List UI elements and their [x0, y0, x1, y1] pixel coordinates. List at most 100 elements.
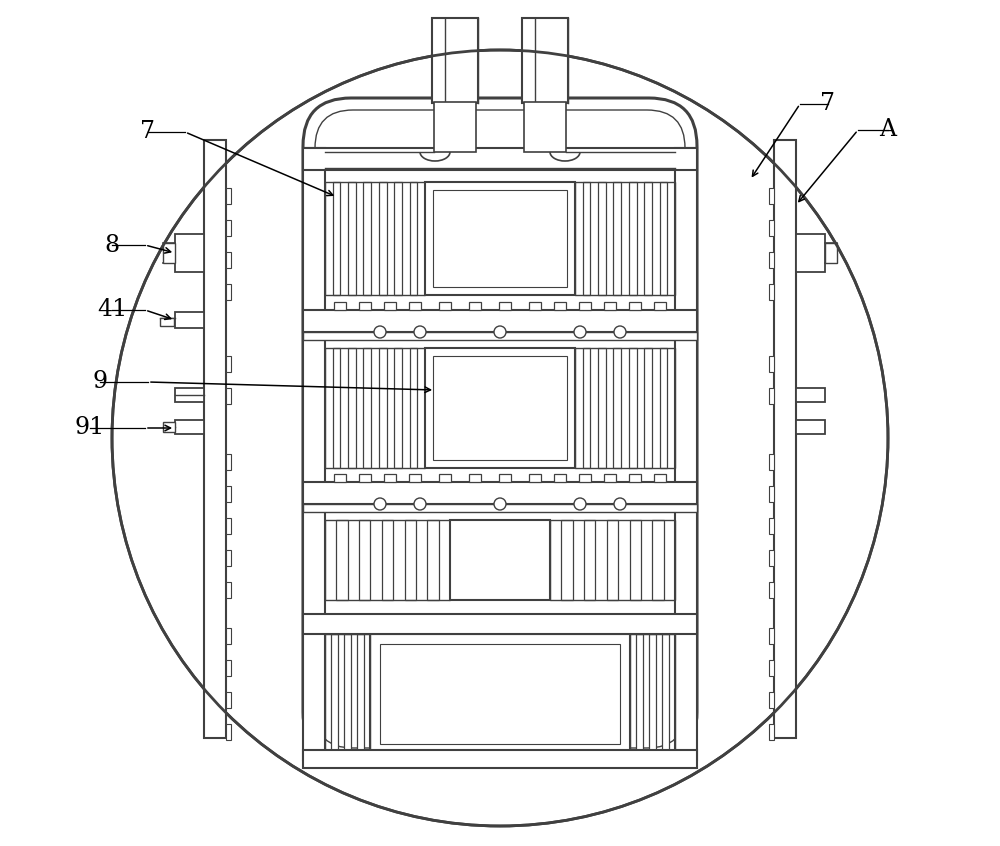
- Bar: [226, 628, 231, 644]
- Bar: [175, 388, 204, 402]
- Bar: [439, 474, 451, 482]
- Bar: [379, 348, 387, 468]
- Bar: [226, 660, 231, 676]
- Bar: [427, 520, 439, 600]
- Bar: [303, 482, 697, 504]
- Bar: [499, 302, 511, 310]
- Bar: [344, 634, 351, 750]
- Bar: [359, 474, 371, 482]
- Bar: [325, 634, 370, 750]
- Bar: [394, 182, 402, 295]
- Bar: [380, 644, 620, 744]
- Bar: [575, 348, 675, 468]
- Bar: [303, 310, 697, 332]
- Circle shape: [614, 498, 626, 510]
- Bar: [410, 182, 417, 295]
- Bar: [598, 182, 606, 295]
- Text: 9: 9: [92, 371, 108, 393]
- Circle shape: [574, 498, 586, 510]
- Bar: [796, 234, 825, 272]
- Bar: [769, 660, 774, 676]
- Bar: [434, 102, 476, 152]
- Bar: [160, 318, 174, 326]
- Bar: [303, 504, 697, 512]
- Bar: [226, 252, 231, 268]
- Bar: [303, 750, 697, 768]
- Text: 8: 8: [104, 233, 120, 256]
- Bar: [410, 348, 417, 468]
- Bar: [226, 486, 231, 502]
- Bar: [384, 302, 396, 310]
- Bar: [654, 474, 666, 482]
- Bar: [303, 148, 325, 760]
- Bar: [796, 388, 825, 402]
- Bar: [660, 348, 667, 468]
- Bar: [769, 454, 774, 470]
- Bar: [575, 182, 675, 295]
- Bar: [675, 148, 697, 760]
- Bar: [405, 520, 416, 600]
- Bar: [524, 102, 566, 152]
- Bar: [629, 474, 641, 482]
- Bar: [769, 582, 774, 598]
- Circle shape: [494, 326, 506, 338]
- Bar: [607, 520, 618, 600]
- Circle shape: [574, 326, 586, 338]
- Bar: [769, 692, 774, 708]
- Bar: [163, 422, 175, 432]
- Circle shape: [614, 326, 626, 338]
- Bar: [613, 182, 621, 295]
- Text: 41: 41: [97, 299, 127, 321]
- Bar: [769, 220, 774, 236]
- Circle shape: [374, 326, 386, 338]
- Bar: [432, 18, 478, 103]
- Bar: [825, 243, 837, 263]
- Bar: [561, 520, 573, 600]
- Bar: [163, 243, 175, 263]
- Bar: [469, 302, 481, 310]
- Bar: [382, 520, 393, 600]
- Bar: [370, 634, 630, 754]
- FancyBboxPatch shape: [303, 98, 697, 760]
- Bar: [630, 634, 675, 750]
- Bar: [654, 302, 666, 310]
- Bar: [425, 182, 575, 295]
- Circle shape: [414, 498, 426, 510]
- Bar: [336, 520, 348, 600]
- Bar: [363, 182, 371, 295]
- Bar: [598, 348, 606, 468]
- Bar: [226, 454, 231, 470]
- Bar: [226, 284, 231, 300]
- Circle shape: [112, 50, 888, 826]
- Text: 7: 7: [820, 92, 836, 116]
- Bar: [769, 550, 774, 566]
- Bar: [583, 348, 590, 468]
- Bar: [769, 188, 774, 204]
- Bar: [583, 182, 590, 295]
- Bar: [644, 182, 652, 295]
- Bar: [584, 520, 595, 600]
- Bar: [175, 234, 204, 272]
- Bar: [226, 388, 231, 404]
- Bar: [348, 182, 356, 295]
- Bar: [629, 302, 641, 310]
- Bar: [522, 18, 568, 103]
- Bar: [325, 182, 425, 295]
- Bar: [394, 348, 402, 468]
- Bar: [769, 284, 774, 300]
- Bar: [333, 182, 340, 295]
- Bar: [226, 220, 231, 236]
- Bar: [579, 474, 591, 482]
- Text: 7: 7: [140, 120, 156, 144]
- Bar: [769, 252, 774, 268]
- Bar: [226, 550, 231, 566]
- Bar: [175, 420, 204, 434]
- Bar: [649, 634, 656, 750]
- Bar: [662, 634, 669, 750]
- Bar: [769, 628, 774, 644]
- Bar: [433, 356, 567, 460]
- Bar: [226, 356, 231, 372]
- Text: A: A: [880, 118, 896, 141]
- Bar: [303, 148, 697, 170]
- Bar: [359, 302, 371, 310]
